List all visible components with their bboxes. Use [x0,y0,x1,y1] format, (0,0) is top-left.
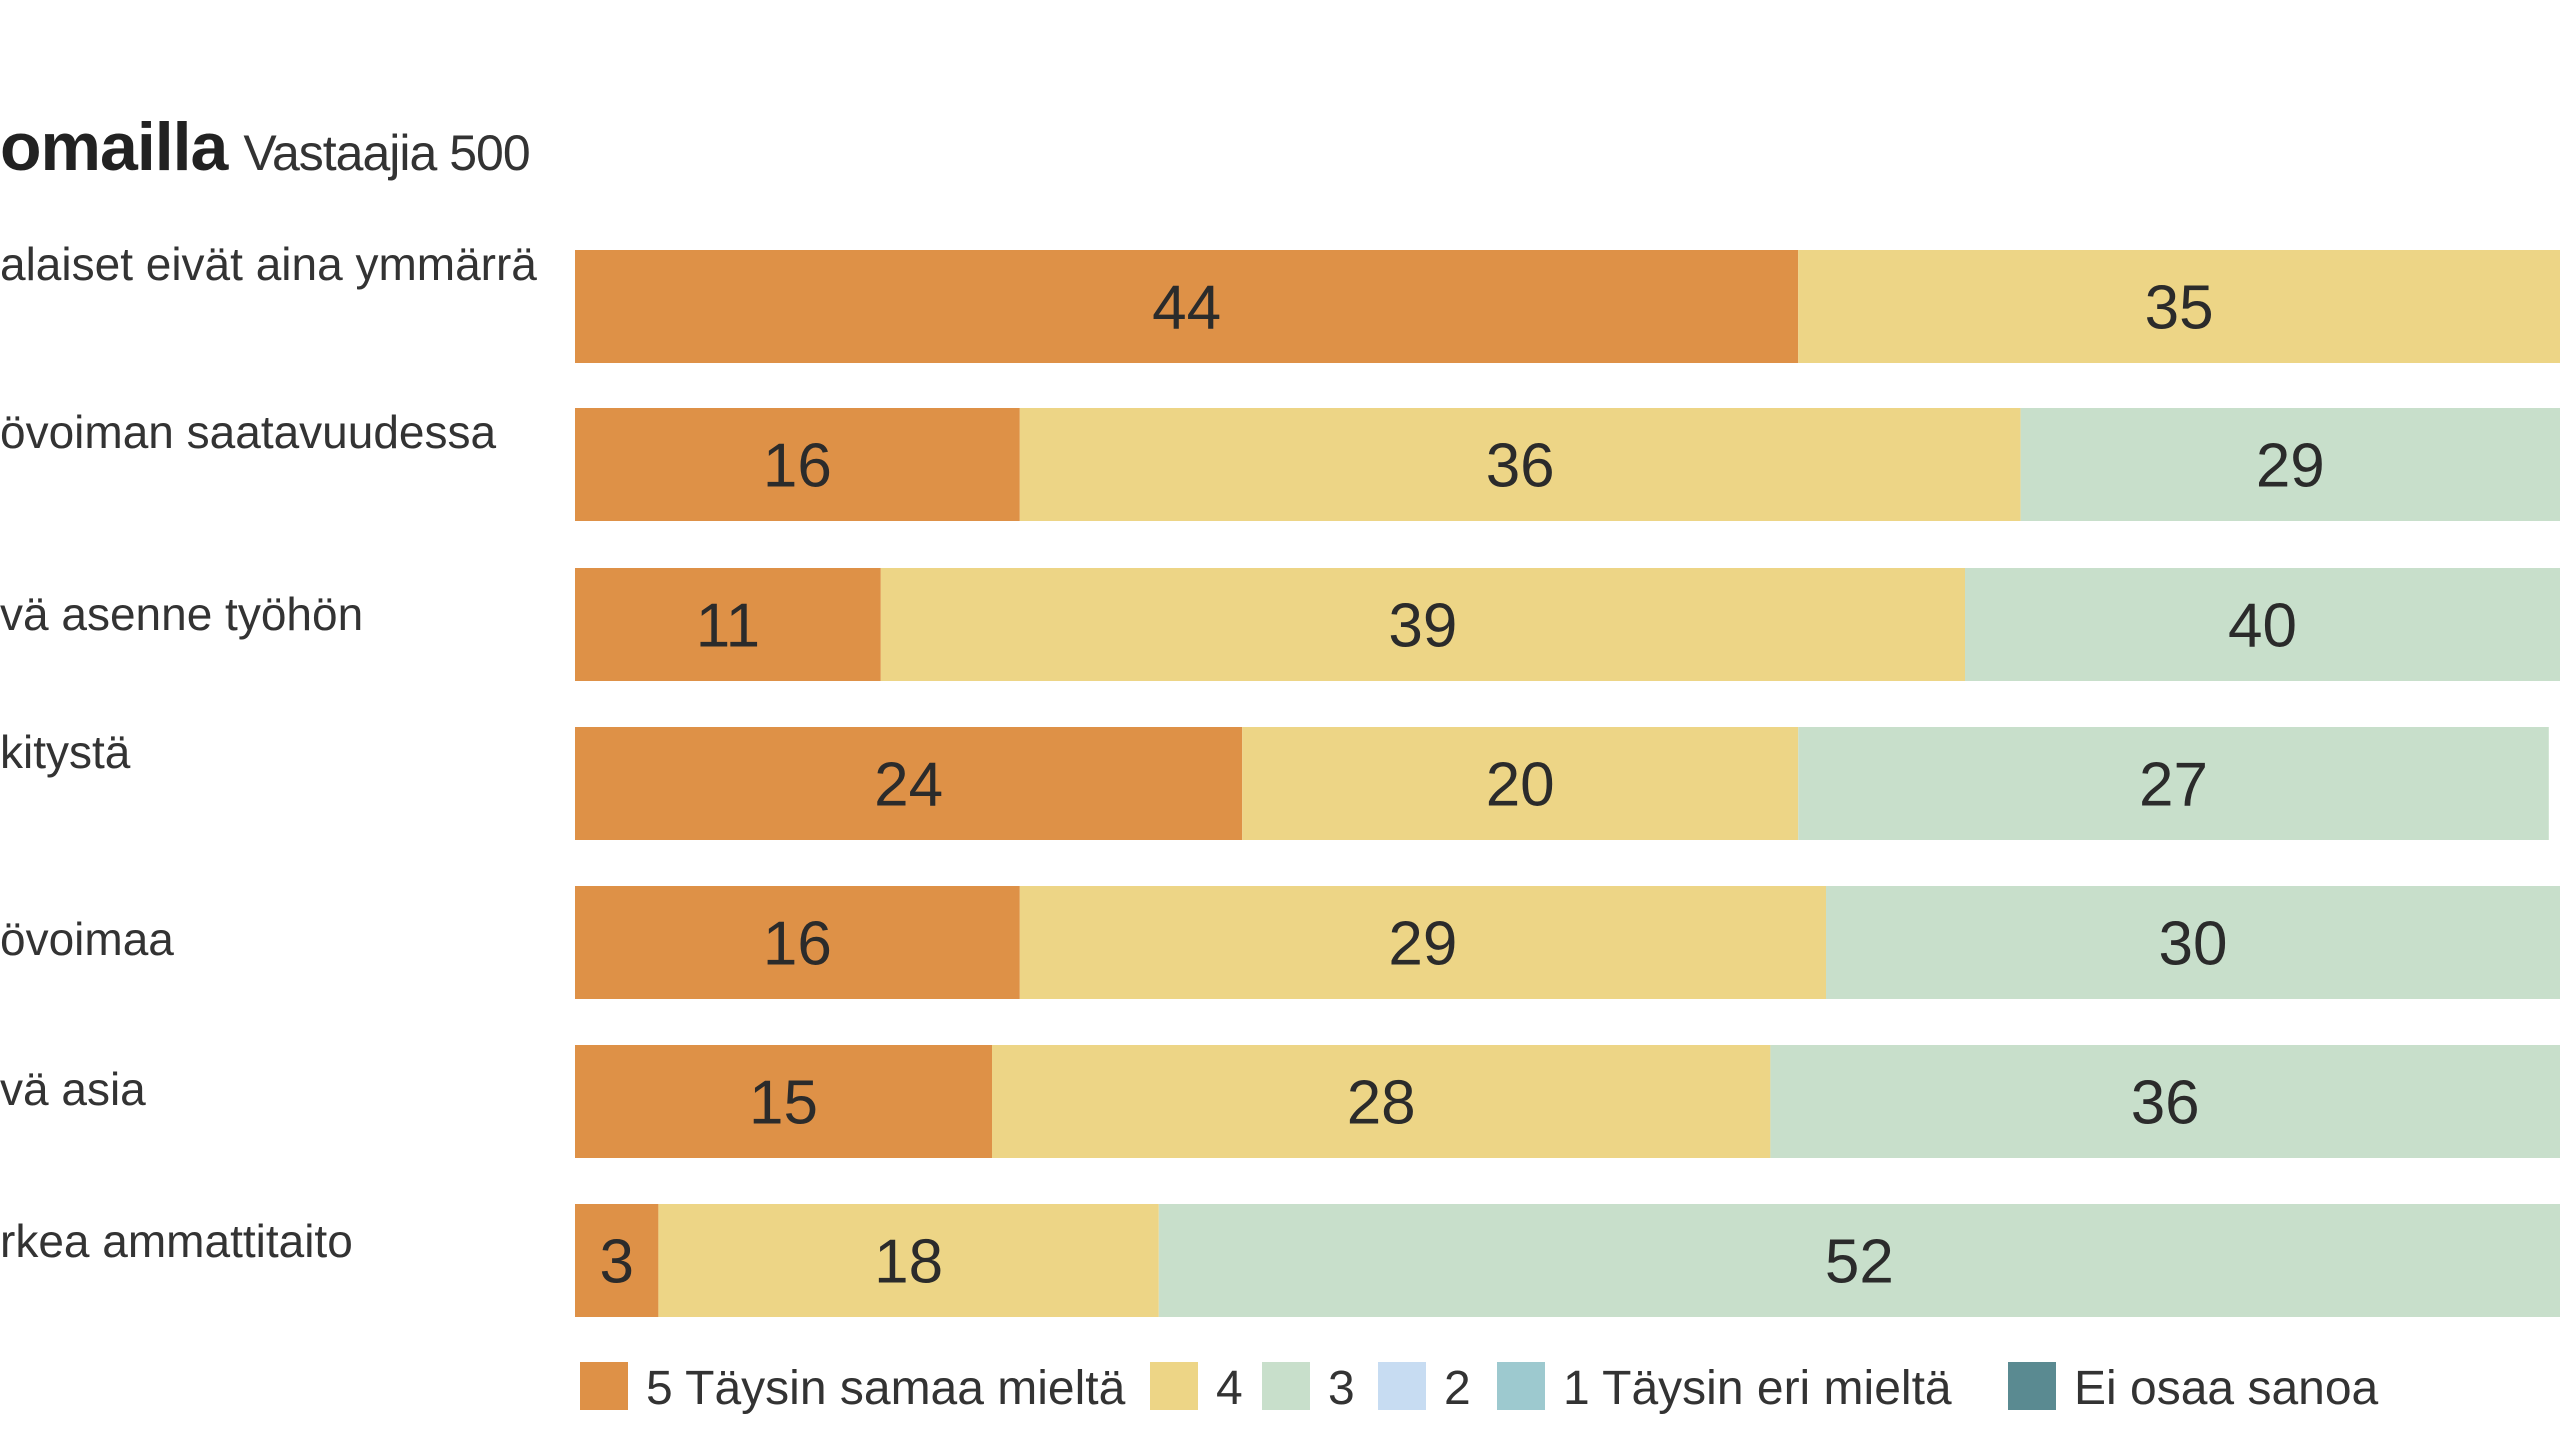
bar-value-label: 20 [1486,751,1555,820]
bar-segment [1158,1204,2560,1317]
chart-title: omailla [0,109,228,185]
bar-value-label: 29 [2256,432,2325,501]
legend-label: 1 Täysin eri mieltä [1563,1362,1952,1415]
legend-swatch [1497,1362,1545,1410]
bar-segment [1242,727,1799,840]
bar-segment [658,1204,1159,1317]
bar-value-label: 40 [2228,592,2297,661]
bar-segment [1826,886,2560,999]
category-label: alaiset eivät aina ymmärrä [0,238,537,290]
legend-swatch [1150,1362,1198,1410]
category-label: vä asenne työhön [0,588,363,640]
category-label: rkea ammattitaito [0,1215,353,1267]
bar-value-label: 52 [1825,1228,1894,1297]
bar-value-label: 28 [1347,1069,1416,1138]
bar-value-label: 11 [696,592,760,661]
bar-value-label: 16 [763,910,832,979]
legend-swatch [2008,1362,2056,1410]
bar-value-label: 39 [1388,592,1457,661]
legend-swatch [1378,1362,1426,1410]
bar-value-label: 36 [1486,432,1555,501]
bar-value-label: 24 [874,751,943,820]
bar-segment [1019,886,1826,999]
bar-value-label: 27 [2139,751,2208,820]
bar-value-label: 3 [599,1228,633,1297]
bar-segment [575,886,1020,999]
legend-label: 2 [1444,1362,1471,1415]
chart-subtitle: Vastaajia 500 [243,125,530,181]
category-label: övoimaa [0,913,174,965]
bar-segment [1965,568,2560,681]
legend-label: 3 [1328,1362,1355,1415]
category-label: vä asia [0,1063,146,1115]
bar-segment [575,727,1243,840]
bar-segment [575,408,1020,521]
bar-segment [1798,250,2560,363]
category-label: övoiman saatavuudessa [0,406,497,458]
chart-header: omailla Vastaajia 500 [0,108,531,186]
bar-segment [575,1045,992,1158]
bar-segment [1770,1045,2560,1158]
legend-label: 5 Täysin samaa mieltä [646,1362,1126,1415]
legend-swatch [1262,1362,1310,1410]
legend-label: 4 [1216,1362,1243,1415]
legend-swatch [580,1362,628,1410]
bar-value-label: 36 [2131,1069,2200,1138]
bar-segment [1019,408,2021,521]
bar-value-label: 35 [2145,274,2214,343]
bar-segment [992,1045,1771,1158]
bar-segment [880,568,1965,681]
bar-value-label: 16 [763,432,832,501]
bar-segment [575,250,1799,363]
bar-segment [1798,727,2549,840]
category-label: kitystä [0,726,131,778]
bar-segment [2020,408,2560,521]
bar-segment [575,568,881,681]
bar-value-label: 15 [749,1069,818,1138]
bar-value-label: 18 [874,1228,943,1297]
legend-label: Ei osaa sanoa [2074,1362,2379,1415]
bar-value-label: 44 [1152,274,1221,343]
bar-value-label: 29 [1388,910,1457,979]
bar-segment [575,1204,659,1317]
bar-value-label: 30 [2159,910,2228,979]
